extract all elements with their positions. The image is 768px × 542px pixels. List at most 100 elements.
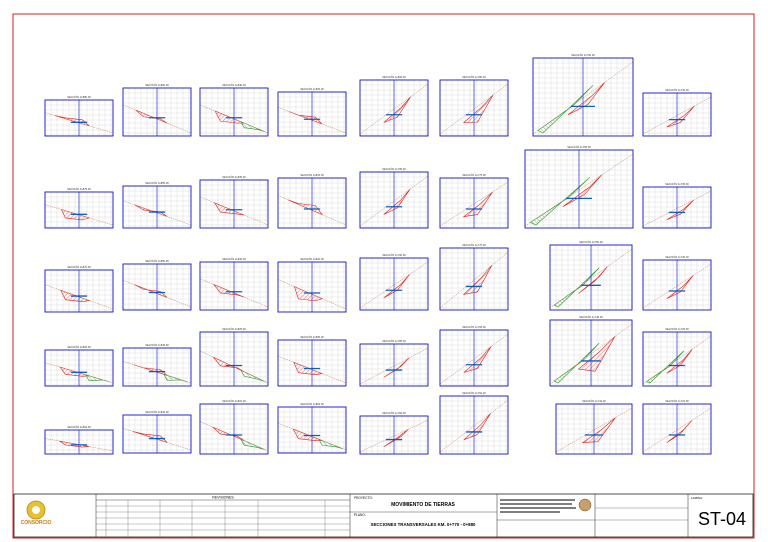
section-title: SECCIÓN 0+875.00: [67, 186, 91, 191]
section-title: SECCIÓN 0+725.00: [665, 326, 689, 331]
section-title: SECCIÓN 0+815.00: [300, 172, 324, 177]
section-panel: SECCIÓN 0+855.00: [122, 180, 192, 229]
panel-frame: [122, 414, 192, 454]
sections: SECCIÓN 0+880.00 SECCIÓN 0+860.00 SECCIÓN …: [44, 52, 712, 455]
section-title: SECCIÓN 0+830.00: [222, 256, 246, 261]
panel-frame: [199, 331, 269, 387]
section-panel: SECCIÓN 0+800.00: [359, 74, 429, 137]
panel-frame: [199, 87, 269, 137]
sheet-border: [12, 13, 755, 539]
fill-area: [553, 342, 600, 384]
panel-frame: [122, 87, 192, 137]
section-panel: SECCIÓN 0+762.00: [439, 390, 509, 455]
section-panel: SECCIÓN 0+795.00: [359, 166, 429, 229]
section-panel: SECCIÓN 0+802.00: [277, 401, 347, 454]
section-panel: SECCIÓN 0+745.00: [549, 314, 633, 387]
section-title: SECCIÓN 0+850.00: [145, 258, 169, 263]
section-panel: SECCIÓN 0+880.00: [44, 94, 114, 137]
section-title: SECCIÓN 0+722.00: [665, 398, 689, 403]
section-title: SECCIÓN 0+862.00: [67, 424, 91, 429]
panel-frame: [199, 261, 269, 311]
panel-frame: [642, 331, 712, 387]
revision-grid: [96, 500, 350, 537]
section-panel: SECCIÓN 0+825.00: [199, 326, 269, 387]
title-block: CONSORCIO REVISIONES PROYECTO: MOVIMIENT…: [13, 493, 754, 538]
sheet-code: ST-04: [698, 509, 746, 529]
section-title: SECCIÓN 0+770.00: [462, 242, 486, 247]
section-title: SECCIÓN 0+782.00: [382, 410, 406, 415]
panel-frame: [359, 415, 429, 455]
section-title: SECCIÓN 0+845.00: [145, 342, 169, 347]
section-title: SECCIÓN 0+785.00: [382, 338, 406, 343]
section-panel: SECCIÓN 0+785.00: [359, 338, 429, 387]
section-panel: SECCIÓN 0+722.00: [642, 398, 712, 455]
ground-line: [277, 107, 347, 134]
panel-frame: [44, 349, 114, 387]
panel-grid: [200, 88, 268, 136]
panel-frame: [642, 186, 712, 229]
section-panel: SECCIÓN 0+840.00: [199, 82, 269, 137]
fill-area: [645, 350, 685, 384]
panel-frame: [44, 99, 114, 137]
fill-area: [537, 85, 594, 134]
section-title: SECCIÓN 0+855.00: [145, 180, 169, 185]
panel-frame: [642, 259, 712, 311]
panel-frame: [439, 177, 509, 229]
ground-line: [532, 61, 634, 135]
section-panel: SECCIÓN 0+860.00: [122, 82, 192, 137]
sheet-label: LAMINA:: [691, 496, 703, 500]
panel-frame: [359, 79, 429, 137]
ground-line: [122, 200, 192, 226]
section-panel: SECCIÓN 0+770.00: [439, 242, 509, 311]
section-title: SECCIÓN 0+750.00: [579, 239, 603, 244]
panel-frame: [359, 257, 429, 311]
section-panel: SECCIÓN 0+780.00: [439, 74, 509, 137]
section-title: SECCIÓN 0+805.00: [300, 334, 324, 339]
ground-line: [642, 96, 712, 135]
cut-area: [463, 346, 492, 373]
section-panel: SECCIÓN 0+862.00: [44, 424, 114, 455]
company-logo-center: [32, 506, 40, 514]
ground-line: [122, 279, 192, 308]
section-title: SECCIÓN 0+880.00: [67, 94, 91, 99]
panel-frame: [277, 91, 347, 137]
section-panel: SECCIÓN 0+740.00: [642, 87, 712, 137]
fill-area: [529, 177, 591, 226]
panel-frame: [549, 244, 633, 311]
section-title: SECCIÓN 0+775.00: [462, 172, 486, 177]
panel-frame: [277, 406, 347, 454]
section-panel: SECCIÓN 0+735.00: [642, 181, 712, 229]
section-title: SECCIÓN 0+870.00: [67, 264, 91, 269]
fill-area: [553, 267, 600, 308]
section-panel: SECCIÓN 0+875.00: [44, 186, 114, 229]
panel-frame: [122, 347, 192, 387]
section-title: SECCIÓN 0+865.00: [67, 344, 91, 349]
panel-frame: [122, 185, 192, 229]
section-title: SECCIÓN 0+860.00: [145, 82, 169, 87]
panel-frame: [44, 429, 114, 455]
cut-area: [581, 417, 616, 443]
panel-frame: [532, 57, 634, 137]
section-title: SECCIÓN 0+802.00: [300, 401, 324, 406]
section-title: SECCIÓN 0+800.00: [382, 74, 406, 79]
section-panel: SECCIÓN 0+822.00: [199, 398, 269, 455]
project-label: PROYECTO:: [354, 496, 373, 500]
panel-frame: [277, 177, 347, 229]
ground-line: [277, 355, 347, 384]
section-panel: SECCIÓN 0+870.00: [44, 264, 114, 313]
panel-frame: [44, 191, 114, 229]
section-title: SECCIÓN 0+842.00: [145, 409, 169, 414]
section-title: SECCIÓN 0+820.00: [300, 86, 324, 91]
ground-line: [44, 284, 114, 310]
section-title: SECCIÓN 0+760.00: [571, 52, 595, 57]
ground-line: [277, 422, 347, 451]
client-logo: [578, 498, 592, 512]
section-panel: SECCIÓN 0+820.00: [277, 86, 347, 137]
panel-frame: [642, 403, 712, 455]
section-panel: SECCIÓN 0+750.00: [549, 239, 633, 311]
section-panel: SECCIÓN 0+865.00: [44, 344, 114, 387]
section-title: SECCIÓN 0+730.00: [665, 254, 689, 259]
section-title: SECCIÓN 0+765.00: [462, 324, 486, 329]
panel-frame: [439, 79, 509, 137]
